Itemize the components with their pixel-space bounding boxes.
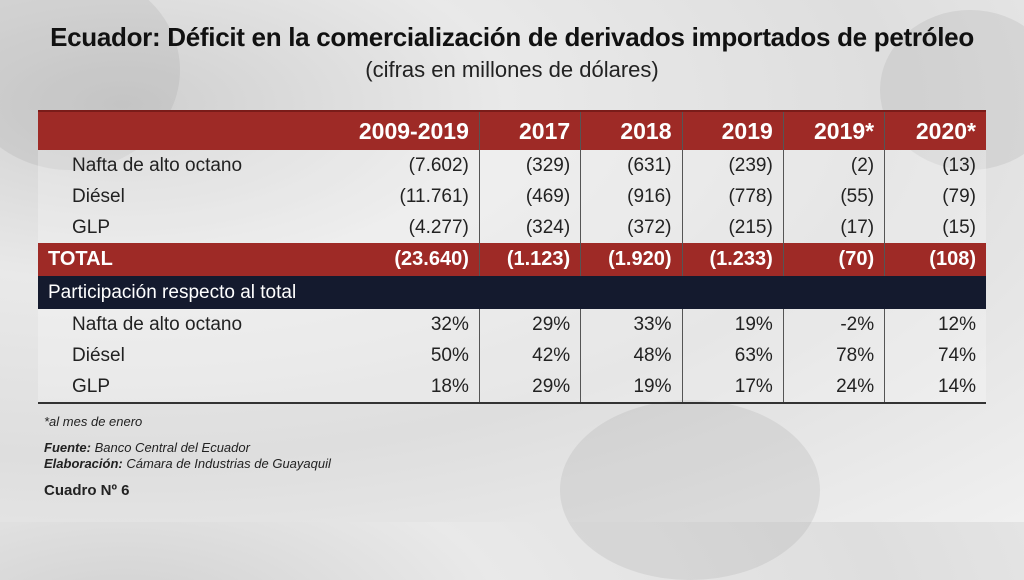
source-block: Fuente: Banco Central del Ecuador Elabor… xyxy=(44,440,331,472)
table-row: Nafta de alto octano (7.602) (329) (631) (23… xyxy=(38,150,986,181)
table-cell: 50% xyxy=(278,340,480,371)
section-header-row: Participación respecto al total xyxy=(38,276,986,309)
row-label: Diésel xyxy=(38,181,279,212)
table-cell: (916) xyxy=(580,181,682,212)
column-header: 2020* xyxy=(884,110,986,150)
column-header: 2019 xyxy=(681,110,784,150)
table-cell: 29% xyxy=(478,371,581,404)
table-cell: 74% xyxy=(884,340,986,371)
table-cell: 29% xyxy=(478,309,581,340)
table-row: Nafta de alto octano 32% 29% 33% 19% -2% 12% xyxy=(38,309,986,340)
total-row: TOTAL (23.640) (1.123) (1.920) (1.233) (70) (1… xyxy=(38,243,986,276)
table-cell: 48% xyxy=(580,340,682,371)
table-cell: 78% xyxy=(782,340,885,371)
table-cell: -2% xyxy=(782,309,885,340)
total-cell: (1.123) xyxy=(478,243,581,276)
table-row: Diésel 50% 42% 48% 63% 78% 74% xyxy=(38,340,986,371)
footnote: *al mes de enero xyxy=(44,414,143,429)
total-cell: (1.920) xyxy=(580,243,682,276)
table-cell: (79) xyxy=(884,181,986,212)
table-cell: (469) xyxy=(478,181,581,212)
column-header: 2018 xyxy=(580,110,682,150)
column-header: 2017 xyxy=(478,110,581,150)
table-row: GLP 18% 29% 19% 17% 24% 14% xyxy=(38,371,986,404)
table-cell: 63% xyxy=(681,340,784,371)
table-cell: (372) xyxy=(580,212,682,243)
table-cell: (17) xyxy=(782,212,885,243)
column-header: 2019* xyxy=(782,110,885,150)
table-cell: 33% xyxy=(580,309,682,340)
table-cell: (329) xyxy=(478,150,581,181)
table-cell: 24% xyxy=(782,371,885,404)
background-blob xyxy=(560,400,820,580)
row-label: Nafta de alto octano xyxy=(38,309,279,340)
column-header: 2009-2019 xyxy=(278,110,480,150)
table-cell: 19% xyxy=(681,309,784,340)
table-cell: (7.602) xyxy=(278,150,480,181)
total-cell: (23.640) xyxy=(278,243,480,276)
source-value: Banco Central del Ecuador xyxy=(94,440,250,455)
table-cell: (215) xyxy=(681,212,784,243)
table-cell: (631) xyxy=(580,150,682,181)
data-table: 2009-2019 2017 2018 2019 2019* 2020* Nafta de … xyxy=(38,110,986,404)
row-label: GLP xyxy=(38,371,279,404)
table-cell: 42% xyxy=(478,340,581,371)
source-label: Fuente: xyxy=(44,440,91,455)
total-cell: (108) xyxy=(884,243,986,276)
chart-subtitle: (cifras en millones de dólares) xyxy=(365,57,659,82)
table-cell: 18% xyxy=(278,371,480,404)
table-cell: (778) xyxy=(681,181,784,212)
elaboration-value: Cámara de Industrias de Guayaquil xyxy=(126,456,331,471)
table-row: GLP (4.277) (324) (372) (215) (17) (15) xyxy=(38,212,986,243)
table-cell: 14% xyxy=(884,371,986,404)
table-cell: (15) xyxy=(884,212,986,243)
total-label: TOTAL xyxy=(38,243,279,276)
table-caption: Cuadro Nº 6 xyxy=(44,482,130,499)
table-cell: 19% xyxy=(580,371,682,404)
header-blank xyxy=(38,110,279,150)
elaboration-label: Elaboración: xyxy=(44,456,123,471)
table-cell: (4.277) xyxy=(278,212,480,243)
table-cell: (13) xyxy=(884,150,986,181)
total-cell: (1.233) xyxy=(681,243,784,276)
title-block: Ecuador: Déficit en la comercialización … xyxy=(0,22,1024,83)
table-cell: 12% xyxy=(884,309,986,340)
row-label: GLP xyxy=(38,212,279,243)
total-cell: (70) xyxy=(782,243,885,276)
header-row: 2009-2019 2017 2018 2019 2019* 2020* xyxy=(38,110,986,150)
table-cell: (324) xyxy=(478,212,581,243)
table-row: Diésel (11.761) (469) (916) (778) (55) (79) xyxy=(38,181,986,212)
chart-title: Ecuador: Déficit en la comercialización … xyxy=(50,22,974,52)
table-cell: (239) xyxy=(681,150,784,181)
row-label: Nafta de alto octano xyxy=(38,150,279,181)
table-cell: (11.761) xyxy=(278,181,480,212)
row-label: Diésel xyxy=(38,340,279,371)
table-cell: (2) xyxy=(782,150,885,181)
table-cell: 32% xyxy=(278,309,480,340)
table-cell: 17% xyxy=(681,371,784,404)
section-header: Participación respecto al total xyxy=(38,276,986,309)
table-cell: (55) xyxy=(782,181,885,212)
